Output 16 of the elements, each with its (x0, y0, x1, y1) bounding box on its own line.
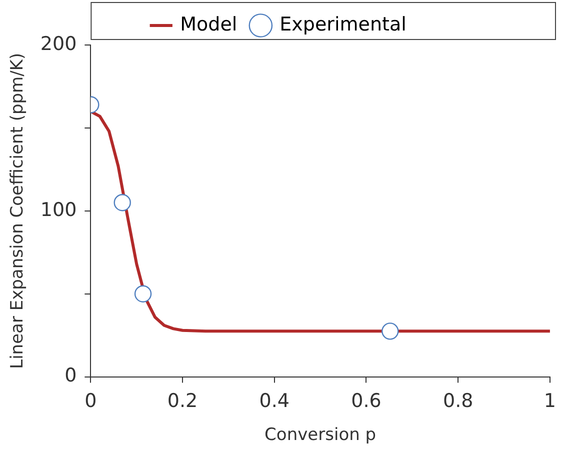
x-tick-label: 0 (84, 390, 97, 412)
y-tick-label: 200 (40, 32, 77, 55)
x-axis-title: Conversion p (264, 425, 376, 446)
legend-label: Model (180, 13, 238, 36)
x-tick-label: 1 (544, 390, 556, 412)
point (114, 194, 131, 212)
x-tick-label: 0.4 (259, 390, 290, 412)
point (134, 285, 152, 302)
x-tick-label: 0.6 (351, 390, 382, 412)
legend-label: Experimental (280, 13, 406, 36)
y-tick-label: 100 (40, 198, 77, 221)
point (382, 322, 399, 340)
y-axis-title: Linear Expansion Coefficient (ppm/K) (8, 52, 28, 369)
x-tick-label: 0.2 (167, 390, 198, 412)
x-tick-label: 0.8 (442, 390, 474, 412)
y-tick-label: 0 (64, 364, 77, 387)
